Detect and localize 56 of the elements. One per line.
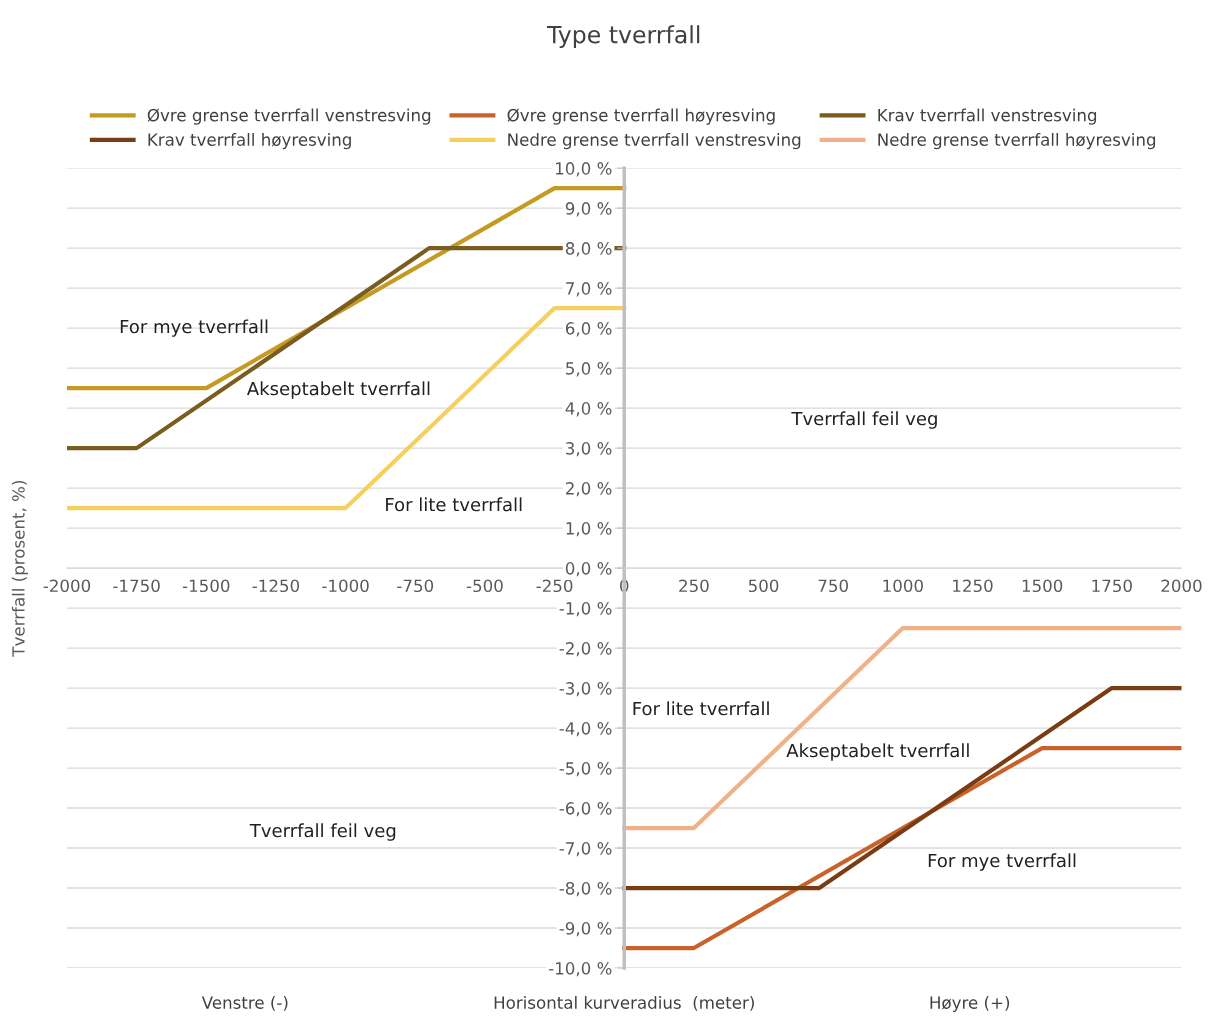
annotation: Akseptabelt tverrfall: [246, 381, 430, 399]
y-tick-label: 10,0 %: [556, 162, 612, 177]
text: Høyre (+): [930, 996, 1010, 1013]
y-tick-label: -3,0 %: [559, 682, 612, 697]
y-tick-label: 3,0 %: [566, 442, 612, 457]
annotation: For mye tverrfall: [928, 853, 1076, 871]
text: Venstre (-): [201, 996, 288, 1011]
x-tick-label: -250: [536, 579, 573, 593]
x-tick-label: -1250: [252, 579, 300, 593]
x-axis-title: Horisontal kurveradius (meter): [494, 995, 754, 1011]
y-tick-label: -8,0 %: [559, 882, 612, 897]
annotation: For lite tverrfall: [633, 701, 769, 716]
annotation: Tverrfall feil veg: [791, 411, 937, 429]
legend-label: Krav tverrfall venstresving: [878, 108, 1097, 125]
y-tick-label: 4,0 %: [565, 402, 612, 417]
x-tick-label: 1500: [1022, 579, 1063, 593]
y-axis-title: Tverrfall (prosent, %): [11, 480, 28, 657]
x-tick-label: 500: [748, 579, 779, 593]
y-tick-label: -10,0 %: [548, 962, 612, 977]
y-tick-label: -6,0 %: [559, 802, 612, 817]
y-tick-label: -7,0 %: [559, 842, 612, 857]
annotation: Tverrfall feil veg: [249, 823, 396, 841]
y-tick-label: 8,0 %: [565, 242, 612, 257]
y-tick-label: 0,0 %: [565, 562, 612, 577]
annotation: Akseptabelt tverrfall: [786, 743, 969, 761]
x-tick-label: 250: [679, 579, 709, 593]
x-tick-label: -1000: [322, 579, 369, 593]
legend-label: Øvre grense tverrfall venstresving: [147, 108, 431, 125]
x-tick-label: -2000: [43, 579, 91, 593]
x-tick-label: 2000: [1161, 579, 1202, 593]
y-tick-label: 7,0 %: [566, 282, 612, 297]
x-tick-label: -500: [466, 579, 503, 593]
y-tick-label: 6,0 %: [565, 322, 612, 337]
x-tick-label: 1000: [883, 579, 923, 593]
y-tick-label: 2,0 %: [566, 482, 612, 497]
chart-title: Type tverrfall: [546, 25, 700, 49]
annotation: For mye tverrfall: [120, 319, 268, 337]
x-tick-label: -1750: [113, 579, 160, 593]
y-tick-label: -9,0 %: [559, 922, 612, 937]
y-tick-label: 9,0 %: [565, 202, 612, 217]
x-tick-label: -1500: [182, 579, 230, 593]
x-tick-label: 1250: [953, 579, 993, 593]
y-tick-label: 1,0 %: [566, 522, 612, 537]
legend-label: Nedre grense tverrfall venstresving: [508, 133, 801, 150]
y-tick-label: -5,0 %: [559, 762, 612, 777]
y-tick-label: -2,0 %: [559, 642, 612, 657]
legend-label: Krav tverrfall høyresving: [148, 133, 351, 150]
x-tick-label: 750: [818, 579, 848, 593]
y-tick-label: 5,0 %: [566, 362, 612, 377]
y-tick-label: -1,0 %: [559, 602, 612, 617]
x-tick-label: -750: [397, 579, 434, 593]
x-tick-label: 1750: [1092, 579, 1132, 593]
y-tick-label: -4,0 %: [559, 722, 612, 737]
legend-label: Øvre grense tverrfall høyresving: [507, 108, 775, 125]
annotation: For lite tverrfall: [386, 497, 522, 512]
legend-label: Nedre grense tverrfall høyresving: [878, 133, 1156, 150]
